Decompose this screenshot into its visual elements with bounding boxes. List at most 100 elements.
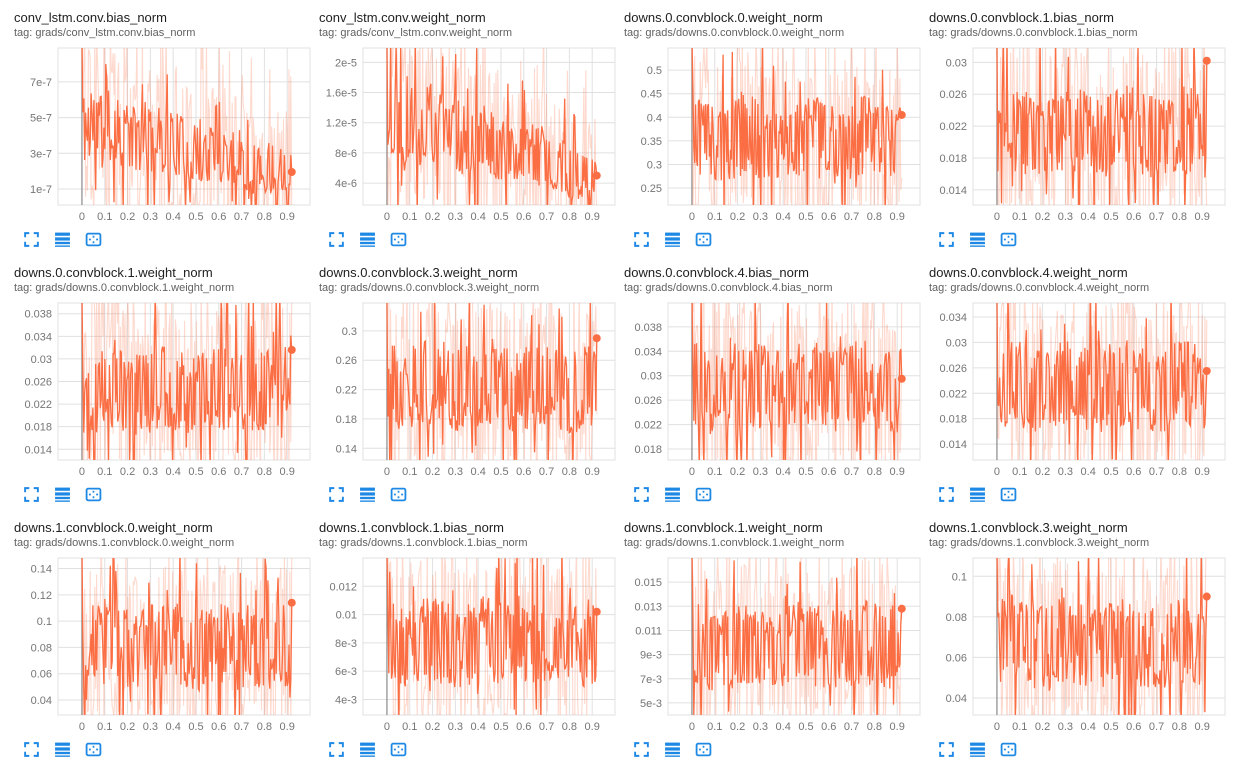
svg-text:0.1: 0.1 (97, 211, 112, 222)
expand-icon[interactable] (937, 230, 955, 248)
chart-tag: tag: grads/downs.0.convblock.1.weight_no… (14, 282, 235, 294)
fit-domain-icon[interactable] (694, 230, 712, 248)
svg-text:0.7: 0.7 (844, 721, 859, 732)
expand-icon[interactable] (22, 230, 40, 248)
svg-text:0.8: 0.8 (867, 721, 882, 732)
log-scale-icon[interactable] (358, 740, 376, 758)
expand-icon[interactable] (327, 230, 345, 248)
svg-text:0.6: 0.6 (821, 721, 836, 732)
fit-domain-icon[interactable] (694, 485, 712, 503)
svg-text:0.2: 0.2 (120, 721, 135, 732)
log-scale-icon[interactable] (968, 485, 986, 503)
fit-domain-icon[interactable] (999, 740, 1017, 758)
log-scale-icon[interactable] (968, 230, 986, 248)
scalar-chart[interactable]: 0 0.1 0.2 0.3 0.4 0.5 0.6 0.7 0.8 0.9 0.03 0.026 0.0… (929, 46, 1227, 222)
chart-card: downs.1.convblock.1.bias_norm tag: grads… (315, 512, 620, 767)
log-scale-icon[interactable] (53, 740, 71, 758)
scalar-chart[interactable]: 0 0.1 0.2 0.3 0.4 0.5 0.6 0.7 0.8 0.9 7e-7 5e-7 3e-7… (14, 46, 312, 222)
expand-icon[interactable] (632, 740, 650, 758)
chart-card: downs.1.convblock.3.weight_norm tag: gra… (925, 512, 1230, 767)
svg-text:0.9: 0.9 (280, 721, 295, 732)
chart-card: downs.0.convblock.1.bias_norm tag: grads… (925, 2, 1230, 257)
scalar-chart[interactable]: 0 0.1 0.2 0.3 0.4 0.5 0.6 0.7 0.8 0.9 0.038 0.034 0.… (14, 301, 312, 477)
svg-text:0.2: 0.2 (1035, 466, 1050, 477)
fit-domain-icon[interactable] (389, 740, 407, 758)
svg-text:0.6: 0.6 (211, 466, 226, 477)
svg-text:0.22: 0.22 (336, 385, 357, 397)
chart-tag: tag: grads/downs.0.convblock.3.weight_no… (319, 282, 540, 294)
svg-text:0.038: 0.038 (24, 309, 52, 321)
svg-text:0.03: 0.03 (946, 337, 967, 349)
svg-text:0.4: 0.4 (776, 466, 791, 477)
chart-card: conv_lstm.conv.weight_norm tag: grads/co… (315, 2, 620, 257)
scalar-chart[interactable]: 0 0.1 0.2 0.3 0.4 0.5 0.6 0.7 0.8 0.9 0.5 0.45 0.4 0.… (624, 46, 922, 222)
svg-text:0.4: 0.4 (166, 466, 181, 477)
svg-text:0.3: 0.3 (143, 466, 158, 477)
svg-text:0.9: 0.9 (890, 721, 905, 732)
svg-text:0.2: 0.2 (425, 721, 440, 732)
log-scale-icon[interactable] (358, 485, 376, 503)
expand-icon[interactable] (22, 740, 40, 758)
svg-text:0.4: 0.4 (1081, 466, 1096, 477)
log-scale-icon[interactable] (358, 230, 376, 248)
svg-text:0.06: 0.06 (31, 669, 52, 681)
svg-text:0.3: 0.3 (753, 211, 768, 222)
log-scale-icon[interactable] (663, 485, 681, 503)
svg-text:0.8: 0.8 (1172, 211, 1187, 222)
expand-icon[interactable] (632, 485, 650, 503)
svg-text:0.7: 0.7 (844, 466, 859, 477)
svg-text:0.5: 0.5 (798, 466, 813, 477)
expand-icon[interactable] (327, 740, 345, 758)
chart-tag: tag: grads/conv_lstm.conv.weight_norm (319, 27, 512, 39)
log-scale-icon[interactable] (968, 740, 986, 758)
fit-domain-icon[interactable] (389, 485, 407, 503)
svg-text:0.6: 0.6 (1126, 466, 1141, 477)
chart-actions (14, 230, 315, 248)
fit-domain-icon[interactable] (84, 230, 102, 248)
scalar-chart[interactable]: 0 0.1 0.2 0.3 0.4 0.5 0.6 0.7 0.8 0.9 0.015 0.013 0.… (624, 556, 922, 732)
chart-tag: tag: grads/conv_lstm.conv.bias_norm (14, 27, 196, 39)
svg-text:0.012: 0.012 (329, 581, 357, 593)
log-scale-icon[interactable] (53, 230, 71, 248)
scalar-chart[interactable]: 0 0.1 0.2 0.3 0.4 0.5 0.6 0.7 0.8 0.9 2e-5 1.6e-5 1.… (319, 46, 617, 222)
svg-text:0.018: 0.018 (939, 153, 967, 165)
chart-tag: tag: grads/downs.1.convblock.0.weight_no… (14, 537, 235, 549)
scalar-chart[interactable]: 0 0.1 0.2 0.3 0.4 0.5 0.6 0.7 0.8 0.9 0.3 0.26 0.22 0… (319, 301, 617, 477)
expand-icon[interactable] (937, 485, 955, 503)
expand-icon[interactable] (327, 485, 345, 503)
fit-domain-icon[interactable] (389, 230, 407, 248)
log-scale-icon[interactable] (663, 230, 681, 248)
svg-text:5e-3: 5e-3 (640, 698, 662, 710)
chart-actions (319, 485, 620, 503)
expand-icon[interactable] (937, 740, 955, 758)
chart-title: downs.0.convblock.3.weight_norm (319, 265, 518, 280)
svg-text:3e-7: 3e-7 (30, 148, 52, 160)
fit-domain-icon[interactable] (694, 740, 712, 758)
svg-text:0.1: 0.1 (37, 616, 52, 628)
log-scale-icon[interactable] (663, 740, 681, 758)
svg-text:0.6: 0.6 (211, 211, 226, 222)
scalar-chart[interactable]: 0 0.1 0.2 0.3 0.4 0.5 0.6 0.7 0.8 0.9 0.1 0.08 0.06 0… (929, 556, 1227, 732)
fit-domain-icon[interactable] (999, 485, 1017, 503)
log-scale-icon[interactable] (53, 485, 71, 503)
svg-text:0.4: 0.4 (1081, 721, 1096, 732)
svg-text:0.1: 0.1 (97, 721, 112, 732)
chart-card: downs.1.convblock.0.weight_norm tag: gra… (10, 512, 315, 767)
scalar-chart[interactable]: 0 0.1 0.2 0.3 0.4 0.5 0.6 0.7 0.8 0.9 0.038 0.034 0.… (624, 301, 922, 477)
svg-text:0.3: 0.3 (1058, 721, 1073, 732)
scalar-chart[interactable]: 0 0.1 0.2 0.3 0.4 0.5 0.6 0.7 0.8 0.9 0.012 0.01 8e-… (319, 556, 617, 732)
svg-text:0.018: 0.018 (634, 444, 662, 456)
scalar-chart[interactable]: 0 0.1 0.2 0.3 0.4 0.5 0.6 0.7 0.8 0.9 0.034 0.03 0.0… (929, 301, 1227, 477)
svg-text:0.2: 0.2 (730, 211, 745, 222)
expand-icon[interactable] (632, 230, 650, 248)
svg-text:0.7: 0.7 (1149, 721, 1164, 732)
scalar-chart[interactable]: 0 0.1 0.2 0.3 0.4 0.5 0.6 0.7 0.8 0.9 0.14 0.12 0.1 0… (14, 556, 312, 732)
fit-domain-icon[interactable] (999, 230, 1017, 248)
chart-tag: tag: grads/downs.1.convblock.1.weight_no… (624, 537, 845, 549)
fit-domain-icon[interactable] (84, 740, 102, 758)
svg-text:8e-6: 8e-6 (335, 148, 357, 160)
svg-text:0.026: 0.026 (634, 395, 662, 407)
expand-icon[interactable] (22, 485, 40, 503)
svg-text:0.2: 0.2 (1035, 211, 1050, 222)
fit-domain-icon[interactable] (84, 485, 102, 503)
